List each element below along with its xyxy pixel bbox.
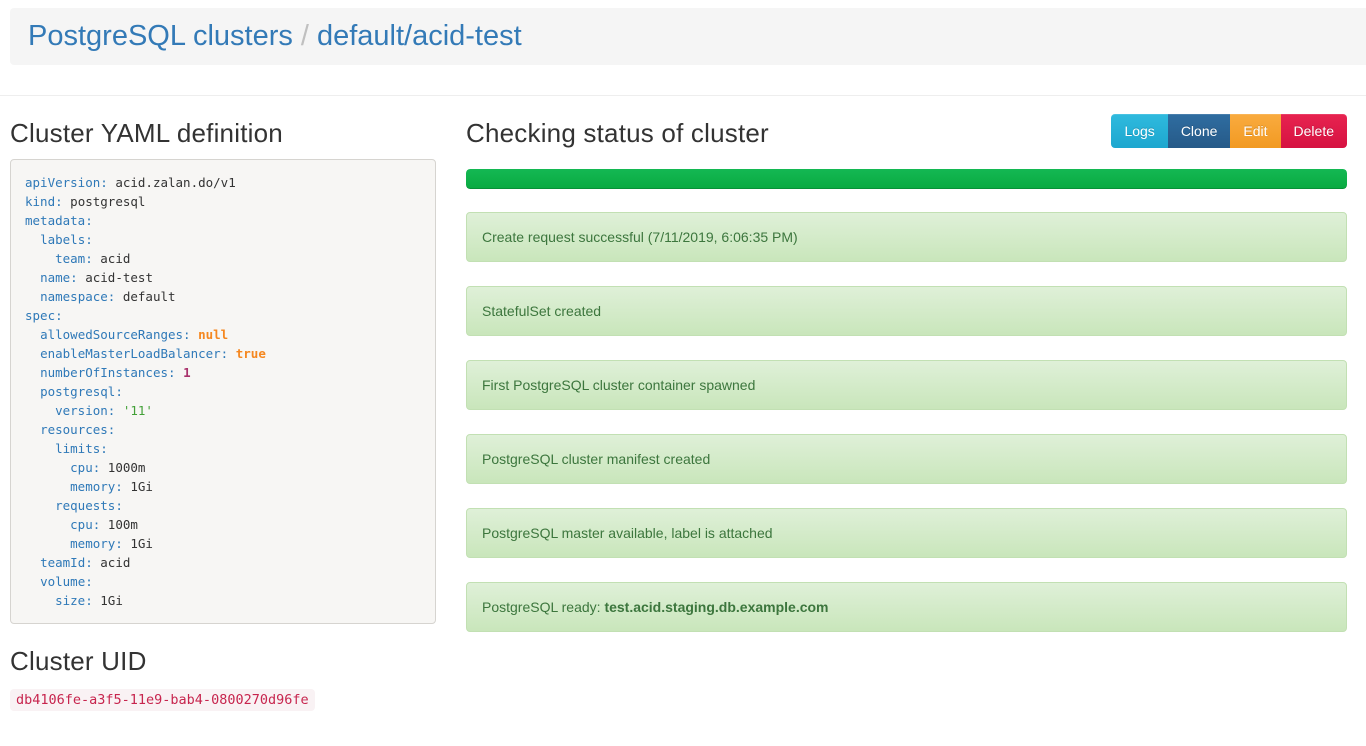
status-message: PostgreSQL master available, label is at… [466, 508, 1347, 558]
uid-section-title: Cluster UID [10, 646, 147, 676]
cluster-uid-value: db4106fe-a3f5-11e9-bab4-0800270d96fe [10, 689, 315, 711]
breadcrumb-clusters-link[interactable]: PostgreSQL clusters [28, 20, 293, 52]
status-message: Create request successful (7/11/2019, 6:… [466, 212, 1347, 262]
logs-button[interactable]: Logs [1111, 113, 1168, 148]
status-message: First PostgreSQL cluster container spawn… [466, 360, 1347, 410]
status-column: Checking status of cluster Logs Clone Edit… [466, 96, 1347, 656]
yaml-code: apiVersion: acid.zalan.do/v1 kind: postgr… [10, 159, 436, 624]
breadcrumb: PostgreSQL clusters / default/acid-test [10, 8, 1366, 65]
status-message: PostgreSQL ready: test.acid.staging.db.e… [466, 582, 1347, 632]
status-header: Checking status of cluster Logs Clone Edit… [466, 96, 1347, 159]
status-message: StatefulSet created [466, 286, 1347, 336]
page: PostgreSQL clusters / default/acid-test Cl… [0, 8, 1366, 746]
clone-button[interactable]: Clone [1167, 113, 1231, 148]
status-title: Checking status of cluster [466, 118, 769, 148]
delete-button[interactable]: Delete [1280, 113, 1347, 148]
main-content: Cluster YAML definition apiVersion: acid… [0, 96, 1366, 741]
status-messages: Create request successful (7/11/2019, 6:… [466, 212, 1347, 632]
header-divider [0, 95, 1366, 96]
status-message: PostgreSQL cluster manifest created [466, 434, 1347, 484]
yaml-column: Cluster YAML definition apiVersion: acid… [10, 96, 436, 711]
action-button-group: Logs Clone Edit Delete [1111, 113, 1347, 148]
breadcrumb-current-link[interactable]: default/acid-test [316, 20, 522, 52]
progress-bar [466, 169, 1347, 189]
breadcrumb-separator: / [300, 20, 309, 52]
edit-button[interactable]: Edit [1230, 113, 1281, 148]
yaml-section-title: Cluster YAML definition [10, 118, 283, 148]
progress-bar-fill [466, 169, 1347, 189]
